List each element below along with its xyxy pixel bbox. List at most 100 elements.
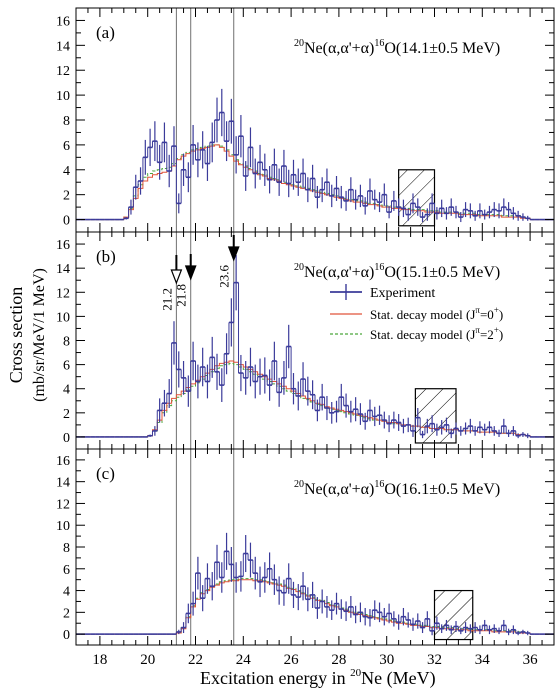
experiment-point [328,401,335,424]
experiment-point [357,403,363,425]
peak-arrows: 21.2 21.8 23.6 [159,235,240,311]
experiment-point [424,418,430,435]
experiment-point [453,621,459,632]
experiment-point [457,212,464,223]
experiment-point [247,347,253,387]
experiment-point [261,562,268,593]
experiment-point [376,192,382,213]
y-tick-label: 10 [56,310,70,325]
experiment-point [529,218,535,221]
experiment-point [257,358,263,395]
x-tick-label: 24 [236,652,252,668]
y-tick-label: 12 [56,286,70,301]
experiment-point [505,202,511,218]
experiment-point [247,127,253,176]
experiment-point [175,629,182,635]
experiment-point [281,579,287,606]
experiment-point [491,202,497,218]
experiment-point [472,426,478,436]
experiment-point [520,432,526,437]
experiment-point [400,607,406,626]
experiment-point [228,298,234,354]
x-tick-label: 26 [284,652,300,668]
experiment-point [266,166,272,194]
experiment-point [515,430,521,439]
excluded-region-box [433,589,474,641]
experiment-point [505,426,511,437]
experiment-point [309,164,315,193]
experiment-point [467,418,473,434]
experiment-point [281,360,287,395]
experiment-point [448,625,454,635]
experiment-point [252,556,258,590]
experiment-point [448,198,454,216]
experiment-point [271,564,277,595]
experiment-point [395,614,402,630]
experiment-point [175,146,182,214]
y-tick-label: 4 [63,383,70,398]
experiment-point [453,205,459,219]
filled-arrow-head [227,246,240,262]
experiment-point [419,621,425,634]
experiment-point [147,128,153,167]
experiment-point [486,625,492,635]
model-2plus-line [76,144,554,221]
experiment-point [309,581,315,608]
experiment-point [199,347,206,387]
experiment-point [185,603,191,628]
panel-letter: (c) [96,464,115,483]
experiment-point [352,189,359,210]
experiment-point [147,434,153,437]
experiment-point [128,199,134,219]
x-tick-label: 28 [331,652,346,668]
y-tick-label: 0 [63,628,70,643]
experiment-point [137,167,143,195]
y-tick-label: 2 [63,189,70,204]
experiment-point [285,166,292,198]
experiment-point [343,190,349,211]
y-tick-label: 0 [63,431,70,446]
experiment-point [481,209,488,220]
experiment-point [410,617,416,631]
experiment-point [367,399,373,422]
experiment-point [338,185,344,209]
experiment-point [462,202,468,218]
experiment-point [314,394,320,422]
arrow-label: 21.2 [159,288,174,311]
experiment-point [233,254,239,323]
y-tick-label: 16 [56,238,70,253]
experiment-point [376,602,382,623]
experiment-point [185,162,191,193]
experiment-point [214,353,220,390]
experiment-point [357,602,363,623]
model-2plus-line [76,578,554,635]
experiment-point [496,203,502,219]
experiment-point [238,282,244,392]
excluded-region-box [398,169,436,227]
experiment-point [238,561,244,592]
experiment-point [434,616,440,631]
experiment-point [410,424,416,437]
experiment-point [214,544,220,587]
experiment-point [223,532,229,578]
y-tick-label: 2 [63,407,70,422]
experiment-point [371,189,378,210]
x-tick-label: 30 [379,652,394,668]
experiment-point [276,164,282,196]
x-tick-label: 34 [475,652,491,668]
experiment-point [252,147,258,189]
experiment-point [228,547,234,582]
experiment-point [434,423,440,436]
experiment-point [190,341,196,392]
experiment-point [347,177,354,203]
experiment-point [347,596,354,618]
experiment-point [266,369,272,401]
experiment-point [457,626,464,635]
experiment-point [500,198,507,216]
experiment-point [300,572,306,601]
experiment-point [238,115,244,158]
y-tick-label: 8 [63,114,70,129]
experiment-point [390,611,397,627]
experiment-point [190,124,196,178]
